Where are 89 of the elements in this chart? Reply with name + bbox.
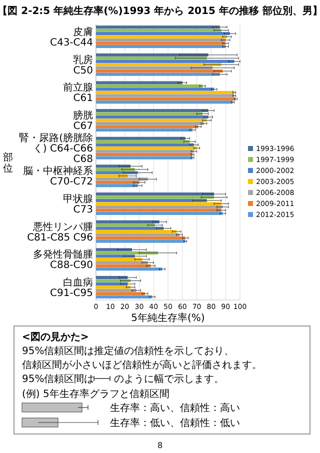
bar — [96, 88, 214, 91]
bar — [96, 295, 152, 298]
chart-title: 【図 2-2:5 年純生存率(%)1993 年から 2015 年の推移 部位別、男】 — [0, 5, 320, 17]
bar — [96, 153, 192, 156]
y-tick-label: 膀胱 C67 — [73, 110, 93, 132]
bar — [96, 240, 186, 243]
text: 生存率：低い、信頼性：低い — [110, 417, 240, 429]
bar — [96, 94, 234, 98]
bar — [96, 150, 194, 153]
bar — [96, 171, 138, 174]
bar — [96, 70, 223, 73]
x-axis-title: 5年純生存率(%) — [131, 312, 205, 324]
text: 生存率：高い、信頼性：高い — [110, 402, 240, 414]
bar — [96, 202, 222, 206]
bar — [96, 140, 190, 144]
bar — [96, 146, 197, 150]
bar — [96, 205, 223, 209]
bar — [96, 118, 207, 122]
bar — [96, 115, 208, 119]
bar — [96, 261, 148, 264]
bar — [96, 264, 151, 268]
bar — [96, 230, 177, 234]
bar — [96, 288, 136, 292]
y-tick-label: 悪性リンパ腫 C81-C85 C96 — [27, 220, 93, 244]
bar — [96, 178, 148, 181]
bar — [96, 164, 131, 168]
bar — [96, 112, 203, 116]
text: 信頼区間が小さいほど信頼性が高いと評価されます。 — [22, 359, 262, 371]
bar — [96, 220, 160, 224]
bar — [96, 208, 222, 212]
y-tick-label: 乳房 C50 — [73, 54, 93, 76]
bar — [96, 258, 142, 261]
y-tick-label: 皮膚 C43-C44 — [50, 26, 93, 49]
bar — [96, 279, 131, 282]
bar — [96, 90, 234, 94]
bar — [96, 198, 207, 202]
y-tick-label: 前立腺 C61 — [63, 82, 93, 104]
bar — [96, 72, 220, 76]
text: のように幅で示します。 — [114, 373, 224, 385]
y-tick-label: 白血病 C91-C95 — [50, 276, 93, 299]
bar — [96, 236, 186, 240]
y-tick-label: 甲状腺 C73 — [63, 192, 93, 216]
bar — [96, 174, 128, 178]
bar — [96, 56, 207, 60]
bar — [96, 156, 192, 160]
bar — [96, 44, 226, 48]
bar — [96, 233, 180, 236]
bar — [96, 292, 145, 296]
text: (例) 5年生存率グラフと信頼区間 — [22, 388, 170, 400]
bar — [96, 122, 204, 126]
bar — [96, 212, 223, 215]
bar — [96, 286, 131, 289]
bar — [96, 248, 132, 252]
bar — [96, 63, 222, 66]
bar — [96, 35, 228, 38]
y-tick-label: 多発性骨髄腫 C88-C90 — [33, 248, 93, 272]
text: 8 — [157, 441, 163, 450]
bar — [96, 128, 192, 132]
bar — [96, 251, 158, 254]
bar — [96, 224, 156, 227]
bar — [96, 84, 203, 88]
bar — [96, 81, 182, 84]
bar — [96, 125, 198, 128]
bar — [96, 143, 194, 146]
bar — [96, 268, 162, 271]
bar — [96, 32, 230, 36]
bar — [96, 42, 226, 45]
bar — [96, 254, 135, 258]
text: <図の見かた> — [22, 331, 89, 343]
bar — [96, 60, 234, 63]
bar — [96, 226, 164, 230]
text: 95%信頼区間は推定値の信頼性を示しており、 — [22, 345, 234, 357]
y-tick-label: 脳・中枢神経系 C70-C72 — [23, 165, 93, 188]
bar — [96, 26, 220, 29]
bar — [96, 184, 138, 188]
bar — [96, 38, 226, 42]
bar — [96, 180, 140, 184]
bar — [96, 196, 214, 199]
bar — [96, 66, 213, 70]
bar — [96, 53, 208, 56]
bar — [96, 192, 214, 196]
bar — [96, 28, 222, 32]
bar — [96, 136, 186, 140]
text: 95%信頼区間は — [22, 373, 94, 385]
bar — [96, 100, 233, 104]
bar — [96, 109, 208, 112]
y-tick-label: 腎・尿路(膀胱除く) C64-C66 C68 — [19, 132, 93, 166]
y-axis-title: 部位 — [3, 152, 13, 174]
bar — [96, 97, 236, 100]
